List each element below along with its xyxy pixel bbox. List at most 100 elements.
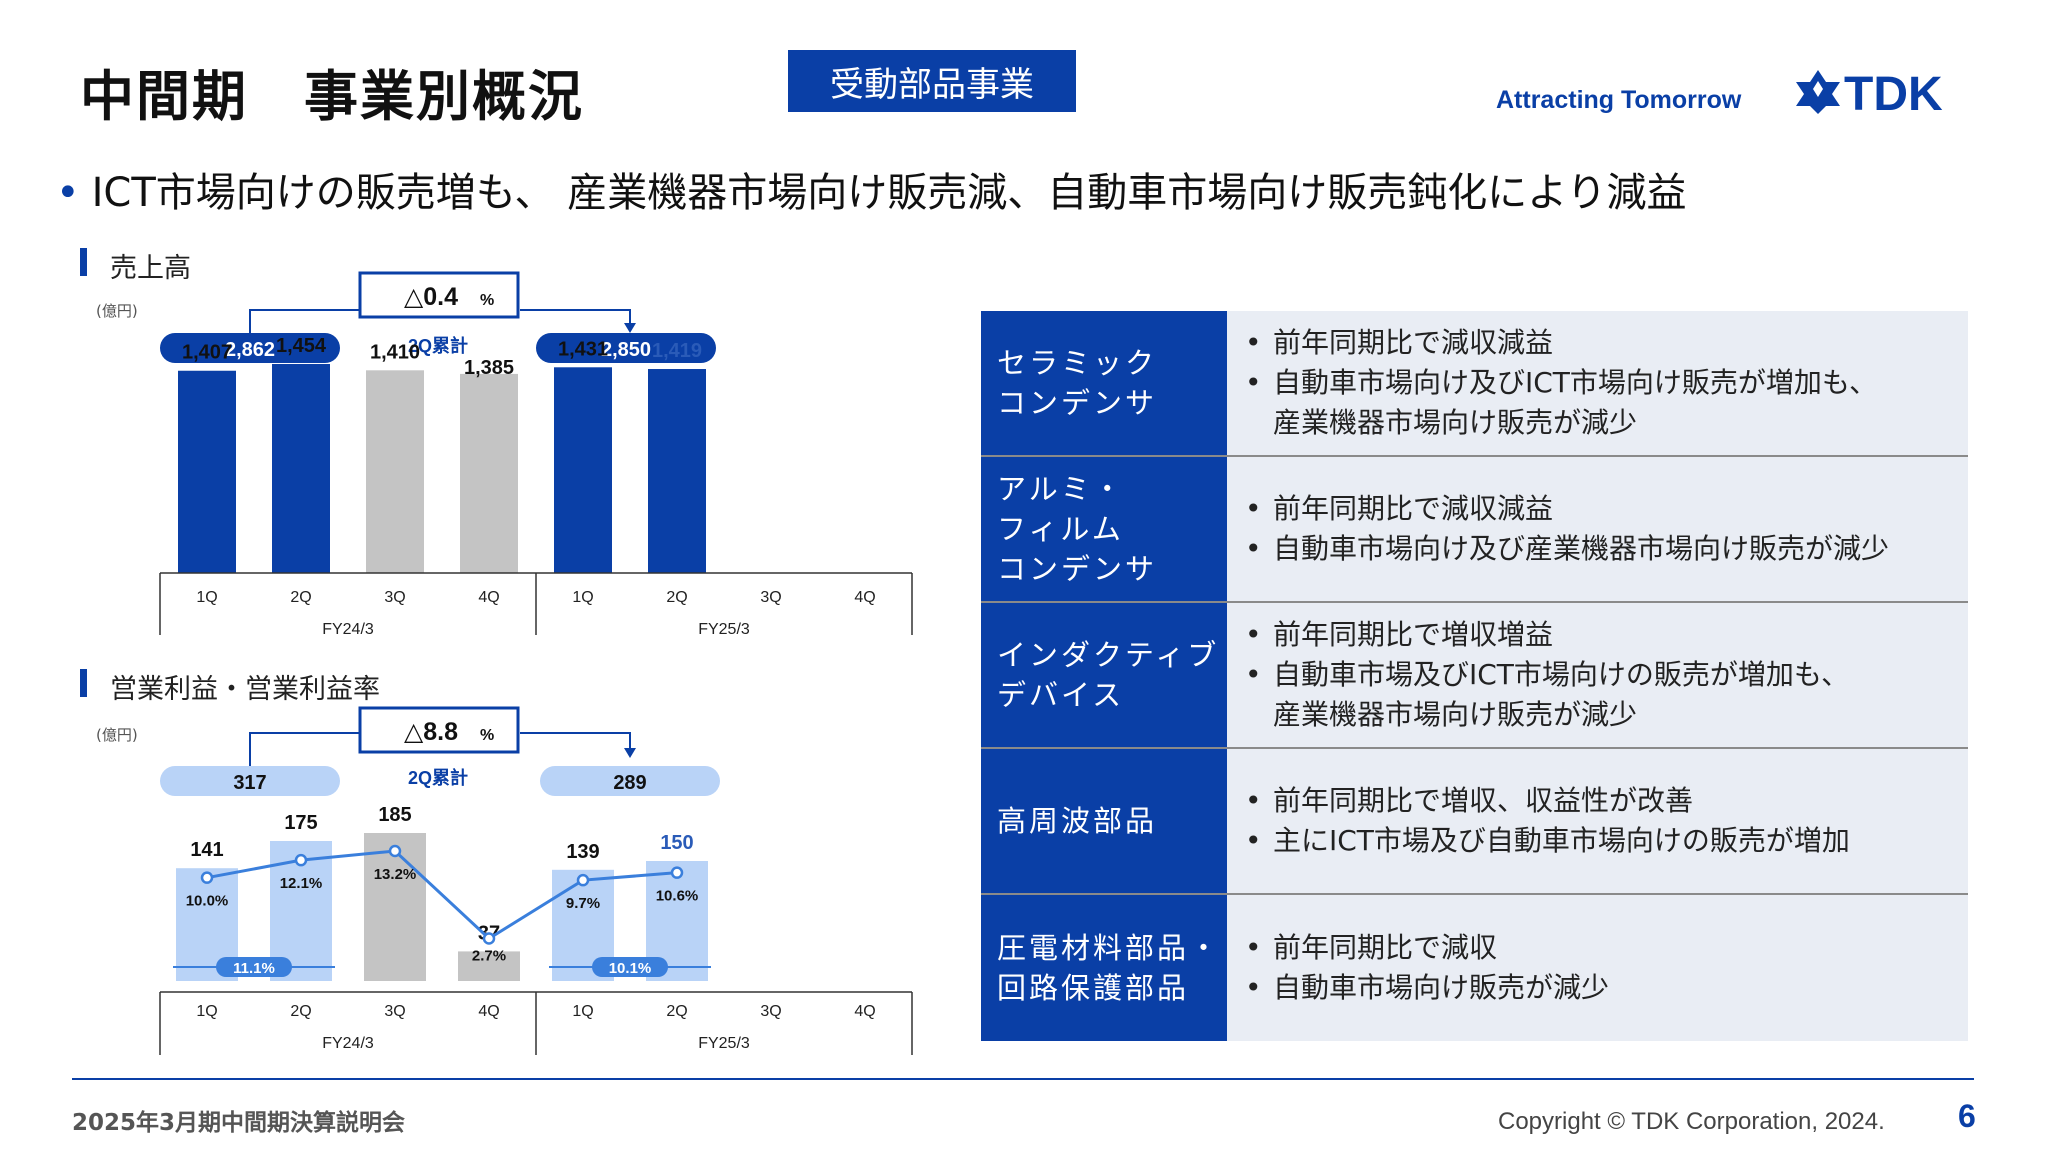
op-bar-label: 141: [190, 839, 223, 861]
summary-text: ICT市場向けの販売増も、 産業機器市場向け販売減、自動車市場向け販売鈍化により…: [91, 170, 1687, 216]
op-bar-label: 185: [378, 804, 411, 826]
sales-change: △0.4: [404, 283, 458, 311]
tagline: Attracting Tomorrow: [1496, 86, 1742, 114]
margin-point: [388, 844, 402, 858]
bullet-text: 自動車市場向け及び産業機器市場向け販売が減少: [1273, 532, 1890, 565]
avg-margin-label: 11.1%: [233, 960, 275, 977]
curr-total-pill: [536, 333, 716, 363]
table-bullet: • 前年同期比で減収: [1245, 928, 1968, 968]
margin-label: 13.2%: [374, 866, 417, 883]
table-row: 高周波部品 • 前年同期比で増収、収益性が改善 • 主にICT市場及び自動車市場向けの販…: [981, 749, 1968, 895]
bullet-dot-icon: •: [1245, 532, 1262, 565]
bracket-arrow-icon: [624, 323, 636, 333]
cumulative-bracket: [249, 732, 631, 768]
sales-unit: (億円): [96, 302, 138, 320]
margin-label: 10.0%: [186, 893, 229, 910]
bullet-text: 自動車市場向け及びICT市場向け販売が増加も、 産業機器市場向け販売が減少: [1273, 366, 1878, 439]
x-tick-label: 1Q: [572, 589, 593, 606]
bullet-text: 自動車市場向け販売が減少: [1273, 971, 1610, 1004]
bullet-text: 主にICT市場及び自動車市場向けの販売が増加: [1273, 824, 1850, 857]
sales-bar-label: 1,419: [652, 340, 702, 362]
x-tick-label: 2Q: [666, 589, 687, 606]
table-row-body: • 前年同期比で減収減益 • 自動車市場向け及び産業機器市場向け販売が減少: [1227, 457, 1968, 601]
footer-divider: [72, 1078, 1974, 1080]
table-bullet: • 自動車市場及びICT市場向けの販売が増加も、 産業機器市場向け販売が減少: [1245, 655, 1968, 735]
table-bullet: • 前年同期比で減収減益: [1245, 323, 1968, 363]
sales-bar: [366, 370, 424, 573]
op-change-unit: %: [480, 727, 494, 744]
bullet-dot-icon: •: [1245, 971, 1262, 1004]
group-label: FY25/3: [698, 621, 750, 638]
op-bar-label: 175: [284, 812, 317, 834]
table-bullet: • 自動車市場向け及び産業機器市場向け販売が減少: [1245, 529, 1968, 569]
margin-line: [206, 849, 678, 941]
section-marker: [80, 669, 87, 697]
x-tick-label: 2Q: [666, 1003, 687, 1020]
x-tick-label: 1Q: [572, 1003, 593, 1020]
op-change: △8.8: [404, 718, 458, 746]
table-bullet: • 自動車市場向け販売が減少: [1245, 968, 1968, 1008]
change-box: [358, 706, 520, 754]
x-tick-label: 3Q: [384, 589, 405, 606]
margin-label: 2.7%: [472, 948, 506, 965]
prev-total: 317: [233, 772, 266, 794]
table-bullet: • 主にICT市場及び自動車市場向けの販売が増加: [1245, 821, 1968, 861]
segment-badge: 受動部品事業: [788, 50, 1076, 112]
group-label: FY24/3: [322, 621, 374, 638]
table-bullet: • 前年同期比で増収、収益性が改善: [1245, 781, 1968, 821]
table-row-body: • 前年同期比で増収増益 • 自動車市場及びICT市場向けの販売が増加も、 産業機器市…: [1227, 603, 1968, 747]
table-row-head: アルミ・ フィルム コンデンサ: [981, 457, 1227, 601]
bullet-dot-icon: •: [1245, 492, 1262, 525]
bullet-dot-icon: •: [1245, 931, 1262, 964]
margin-label: 9.7%: [566, 895, 600, 912]
op-unit: (億円): [96, 726, 138, 744]
sales-chart: △0.4 % 2Q累計 2,862 2,850 1,407 1,454 1,410 1…: [159, 271, 913, 638]
table-row-body: • 前年同期比で減収減益 • 自動車市場向け及びICT市場向け販売が増加も、 産業機器…: [1227, 311, 1968, 455]
footer-event: 2025年3月期中間期決算説明会: [72, 1110, 406, 1136]
bullet-text: 前年同期比で減収減益: [1273, 326, 1554, 359]
curr-total: 2,850: [601, 339, 651, 361]
tdk-emblem-icon: [1796, 70, 1840, 114]
op-bar: [458, 951, 520, 981]
x-tick-label: 3Q: [760, 589, 781, 606]
bullet-dot-icon: •: [1245, 366, 1262, 399]
margin-point: [294, 853, 308, 867]
page-title: 中間期 事業別概況: [80, 65, 584, 128]
margin-label: 10.6%: [656, 888, 699, 905]
bullet-text: 前年同期比で減収減益: [1273, 492, 1554, 525]
x-tick-label: 1Q: [196, 1003, 217, 1020]
sales-bar: [272, 363, 330, 573]
group-label: FY24/3: [322, 1035, 374, 1052]
cumulative-label: 2Q累計: [408, 767, 468, 788]
change-box: [358, 271, 520, 319]
table-row: 圧電材料部品・ 回路保護部品 • 前年同期比で減収 • 自動車市場向け販売が減少: [981, 895, 1968, 1041]
logo-text: TDK: [1844, 68, 1943, 116]
tdk-logo: TDK: [1796, 68, 1982, 121]
cumulative-label: 2Q累計: [408, 335, 468, 356]
op-bar: [364, 833, 426, 981]
margin-point: [576, 873, 590, 887]
table-bullet: • 自動車市場向け及びICT市場向け販売が増加も、 産業機器市場向け販売が減少: [1245, 363, 1968, 443]
table-row-head: 圧電材料部品・ 回路保護部品: [981, 895, 1227, 1041]
sales-bar: [460, 373, 518, 573]
table-row-head: インダクティブ デバイス: [981, 603, 1227, 747]
x-tick-label: 3Q: [760, 1003, 781, 1020]
cumulative-bracket: [249, 309, 631, 340]
bracket-arrow-icon: [624, 748, 636, 758]
x-tick-label: 2Q: [290, 1003, 311, 1020]
table-row-body: • 前年同期比で増収、収益性が改善 • 主にICT市場及び自動車市場向けの販売が増加: [1227, 749, 1968, 893]
curr-total: 289: [613, 772, 646, 794]
copyright: Copyright © TDK Corporation, 2024.: [1498, 1108, 1885, 1135]
avg-margin-label: 10.1%: [609, 960, 652, 977]
bullet-dot-icon: •: [1245, 658, 1262, 691]
summary-bullet: • ICT市場向けの販売増も、 産業機器市場向け販売減、自動車市場向け販売鈍化によ…: [56, 160, 1686, 218]
prev-total: 2,862: [225, 339, 275, 361]
prev-total-pill: [160, 766, 340, 796]
bullet-dot-icon: •: [1245, 618, 1262, 651]
margin-point: [200, 871, 214, 884]
sales-bar-label: 1,410: [370, 341, 420, 363]
x-tick-label: 1Q: [196, 589, 217, 606]
table-row-head: 高周波部品: [981, 749, 1227, 893]
table-row: セラミック コンデンサ • 前年同期比で減収減益 • 自動車市場向け及びICT市場向け販…: [981, 311, 1968, 457]
margin-point: [482, 932, 496, 945]
